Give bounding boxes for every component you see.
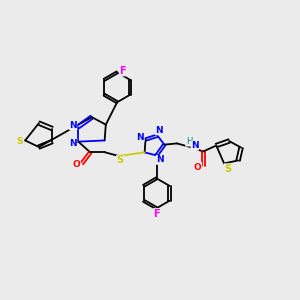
Text: F: F	[119, 66, 126, 76]
Text: S: S	[16, 137, 23, 146]
Text: F: F	[153, 208, 160, 219]
Text: H: H	[186, 137, 192, 146]
Text: N: N	[69, 121, 77, 130]
Text: O: O	[194, 163, 202, 172]
Text: N: N	[191, 141, 199, 150]
Text: N: N	[136, 133, 144, 142]
Text: N: N	[156, 155, 164, 164]
Text: S: S	[117, 155, 124, 166]
Text: N: N	[69, 139, 77, 148]
Text: O: O	[73, 160, 80, 169]
Text: N: N	[155, 126, 163, 135]
Text: S: S	[224, 164, 231, 174]
